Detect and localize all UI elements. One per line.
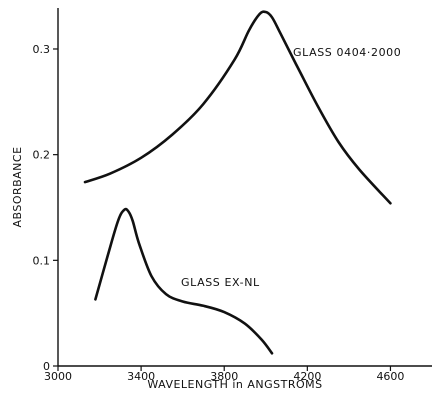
x-tick-label-1: 3400	[127, 370, 155, 383]
axes	[53, 8, 432, 371]
x-axis-label: WAVELENGTH in ANGSTROMS	[147, 378, 322, 391]
series-label-1: GLASS EX-NL	[181, 276, 260, 289]
x-tick-label-3: 4200	[293, 370, 321, 383]
x-tick-label-0: 3000	[44, 370, 72, 383]
series-line-1	[94, 207, 274, 355]
x-tick-label-4: 4600	[376, 370, 404, 383]
y-axis-label: ABSORBANCE	[11, 146, 24, 227]
series-lines	[83, 10, 392, 355]
y-tick-label-0: 0	[43, 360, 50, 373]
y-tick-label-3: 0.3	[33, 43, 51, 56]
x-tick-label-2: 3800	[210, 370, 238, 383]
y-tick-label-1: 0.1	[33, 254, 51, 267]
labels: 0 0.1 0.2 0.3 3000 3400 3800 4200 4600 WAVELENGTH…	[11, 43, 404, 391]
y-tick-label-2: 0.2	[33, 149, 51, 162]
series-line-0	[83, 10, 392, 205]
series-label-0: GLASS 0404·2000	[293, 46, 401, 59]
